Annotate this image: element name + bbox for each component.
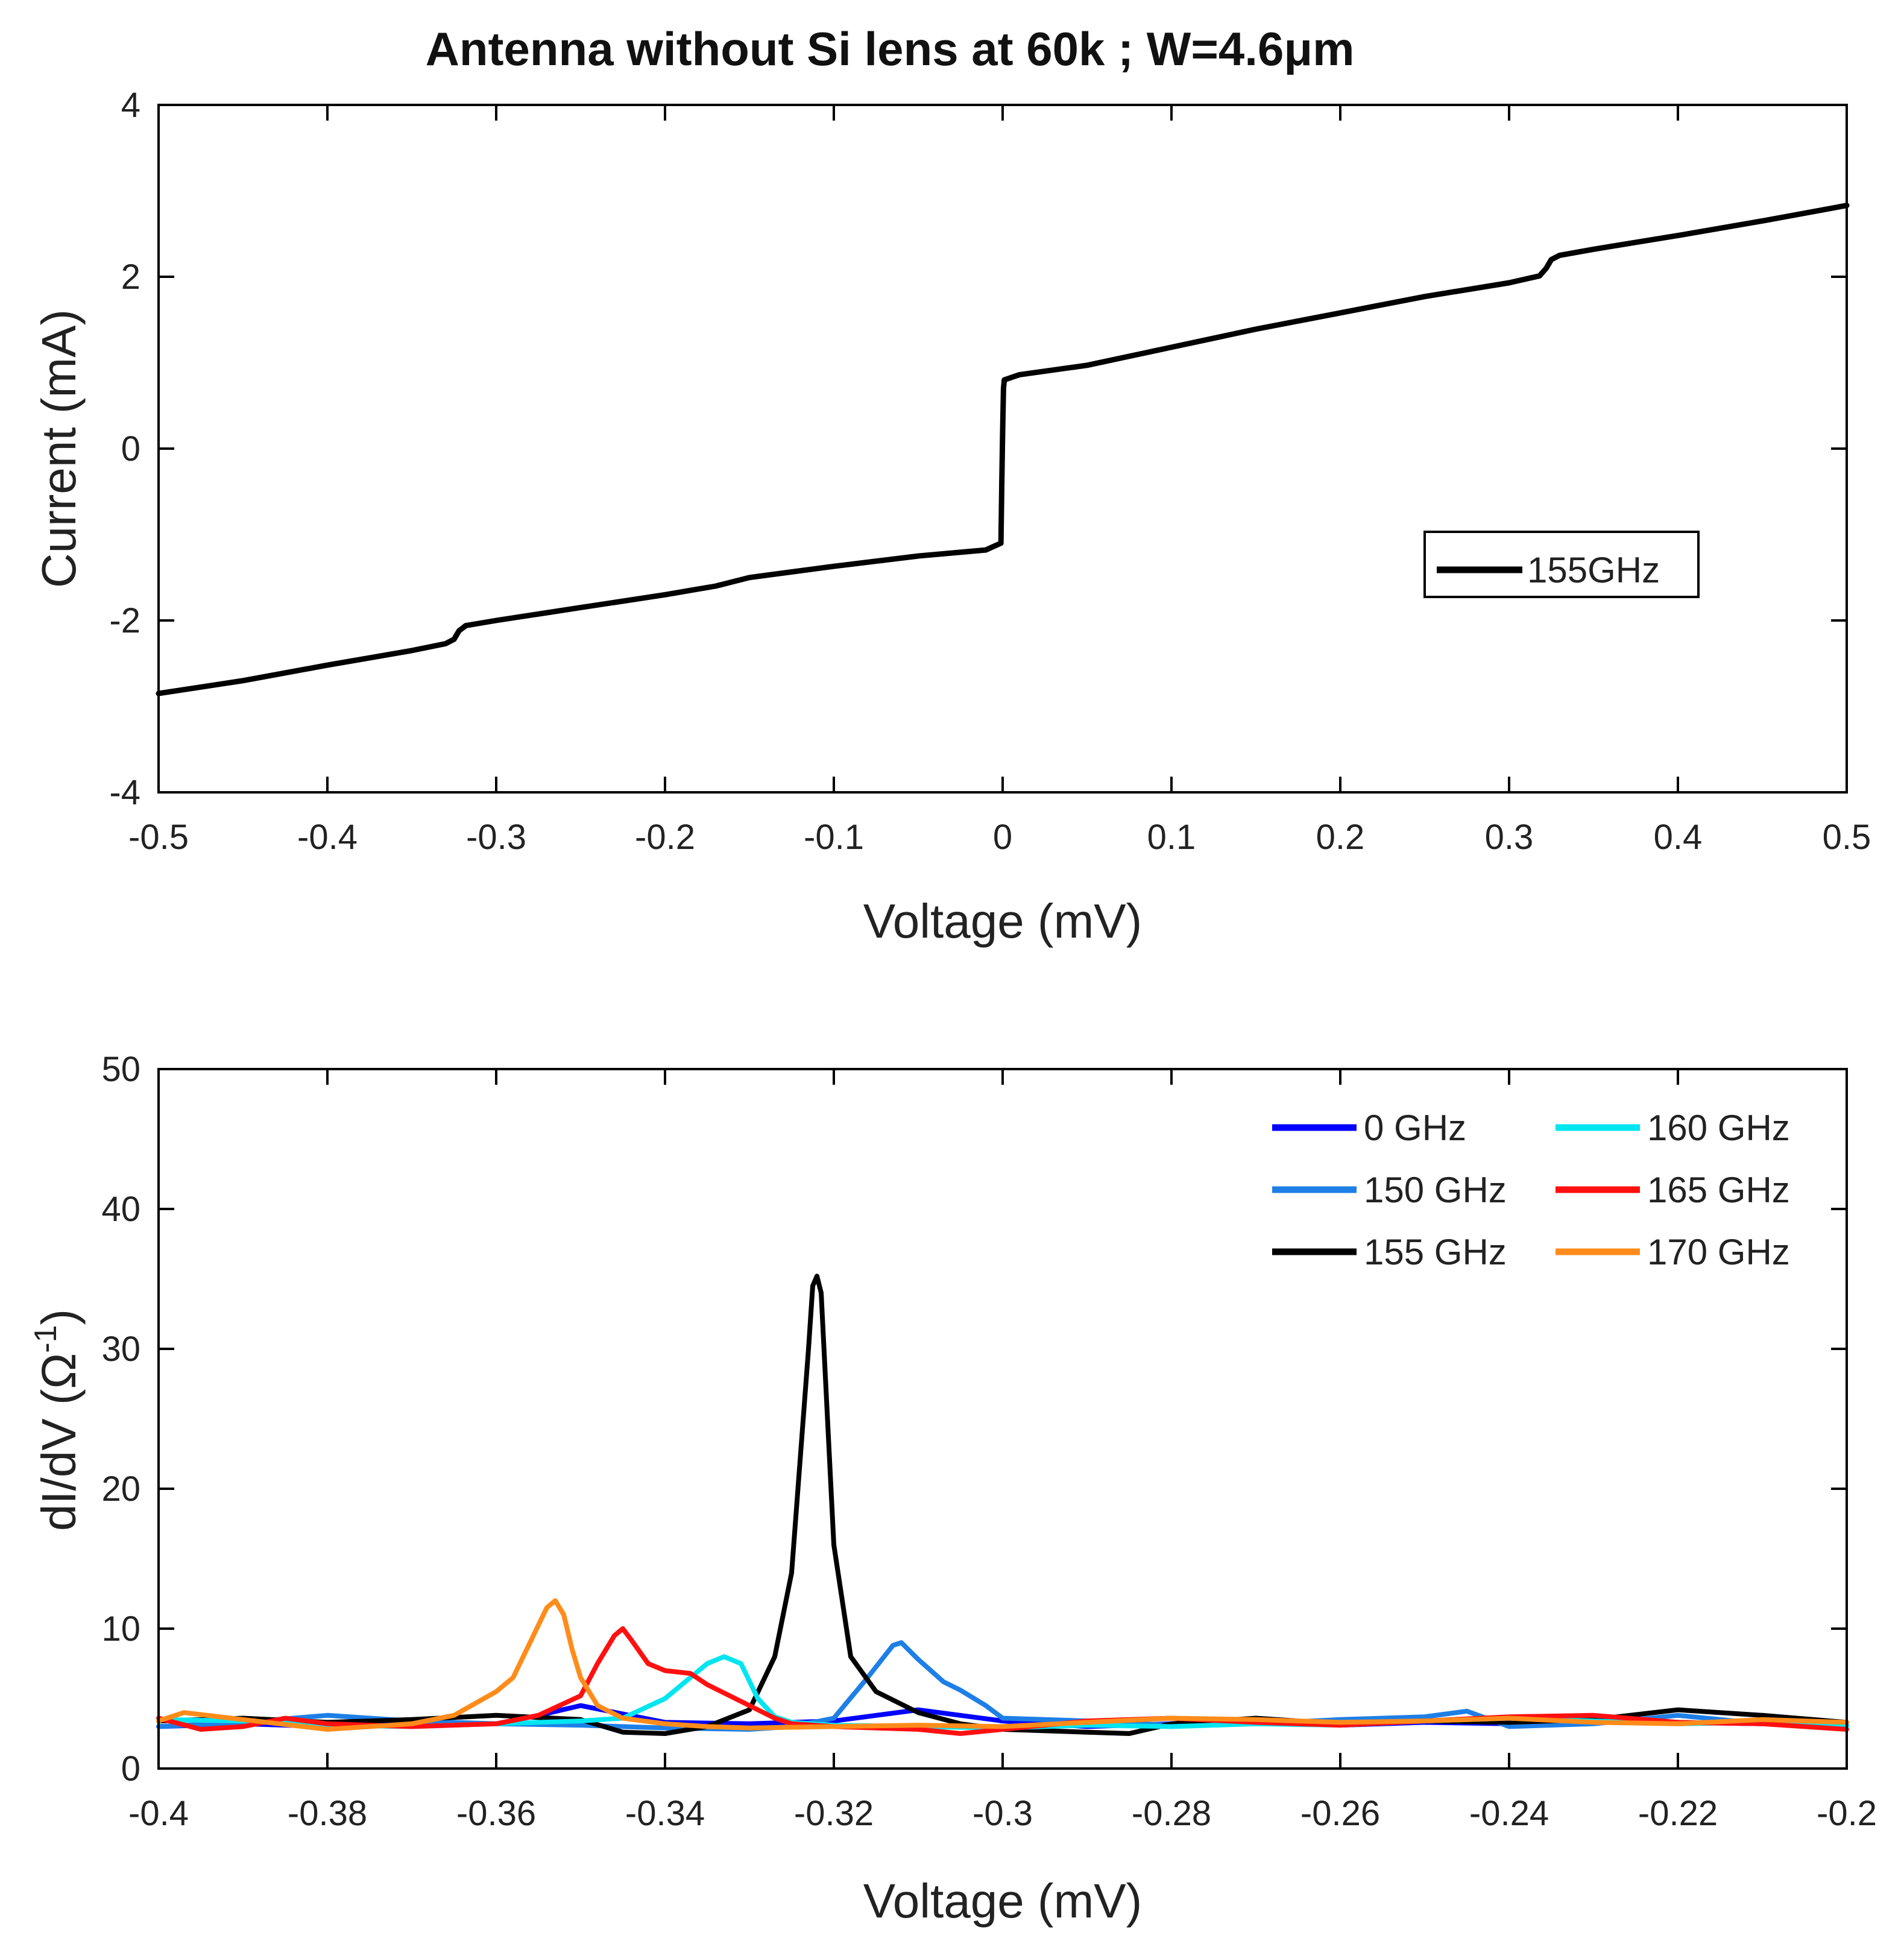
bottom-chart-xtick-label: -0.2 <box>1817 1794 1877 1833</box>
bottom-chart-ytick-label: 10 <box>101 1609 140 1649</box>
top-chart-xtick-label: -0.2 <box>635 818 695 857</box>
top-chart-legend: 155GHz <box>1423 531 1700 598</box>
top-chart-ytick-label: 4 <box>121 86 140 125</box>
top-chart-xtick-label: -0.4 <box>297 818 358 857</box>
bottom-chart-xtick-label: -0.32 <box>794 1794 874 1833</box>
top-chart-ytick-label: 0 <box>121 429 140 469</box>
bottom-chart-ylabel: dI/dV (Ω-1) <box>28 1309 86 1531</box>
top-chart-xtick-label: -0.3 <box>466 818 526 857</box>
figure-title: Antenna without Si lens at 60k ; W=4.6μm <box>426 22 1355 75</box>
bottom-chart: -0.4 -0.38 -0.36 -0.34 -0.32 -0.3 -0.28 -0.26 -0… <box>28 1050 1877 1928</box>
top-chart-ylabel: Current (mA) <box>32 309 86 588</box>
top-chart-legend-label-155ghz: 155GHz <box>1527 550 1660 590</box>
top-chart-ytick-label: -2 <box>109 601 140 640</box>
top-chart-series-layer <box>156 203 1850 696</box>
top-chart-ytick-label: -4 <box>109 773 140 812</box>
top-chart-xtick-label: 0.2 <box>1316 818 1365 857</box>
bottom-chart-xlabel: Voltage (mV) <box>863 1874 1142 1928</box>
bottom-legend-label-170ghz: 170 GHz <box>1647 1232 1790 1272</box>
top-chart-xlabel: Voltage (mV) <box>863 894 1142 948</box>
bottom-chart-series-170-ghz <box>156 1598 1849 1732</box>
top-chart-ytick-label: 2 <box>121 257 140 297</box>
top-chart-xtick-label: 0.1 <box>1147 818 1196 857</box>
bottom-chart-xtick-label: -0.28 <box>1132 1794 1211 1833</box>
bottom-chart-yticks: 0 10 20 30 40 50 <box>101 1050 1847 1788</box>
bottom-chart-ylabel-main: dI/dV (Ω <box>32 1353 86 1531</box>
top-chart-xtick-label: 0.3 <box>1485 818 1534 857</box>
top-chart-xtick-label: 0.4 <box>1654 818 1703 857</box>
bottom-chart-ylabel-close: ) <box>32 1309 86 1325</box>
top-chart-xtick-label: -0.1 <box>804 818 864 857</box>
bottom-chart-xtick-label: -0.24 <box>1469 1794 1549 1833</box>
top-chart: -0.5 -0.4 -0.3 -0.2 -0.1 0 0.1 0.2 0.3 0.4 0.5 -4-… <box>32 86 1871 948</box>
bottom-chart-xtick-label: -0.36 <box>456 1794 536 1833</box>
top-chart-yticks: -4 -2 0 2 4 <box>109 86 1847 812</box>
bottom-chart-ytick-label: 40 <box>101 1190 140 1229</box>
bottom-chart-ytick-label: 30 <box>101 1330 140 1369</box>
bottom-chart-ytick-label: 50 <box>101 1050 140 1089</box>
bottom-legend-label-0ghz: 0 GHz <box>1364 1108 1466 1148</box>
bottom-chart-xtick-label: -0.38 <box>288 1794 367 1833</box>
top-chart-xtick-label: 0 <box>993 818 1012 857</box>
bottom-chart-xtick-label: -0.3 <box>972 1794 1033 1833</box>
bottom-chart-xticks: -0.4 -0.38 -0.36 -0.34 -0.32 -0.3 -0.28 -0.26 -0… <box>128 1069 1877 1833</box>
top-chart-xtick-label: 0.5 <box>1823 818 1871 857</box>
top-chart-legend-box <box>1423 531 1700 598</box>
bottom-chart-xtick-label: -0.26 <box>1300 1794 1380 1833</box>
bottom-chart-xtick-label: -0.22 <box>1638 1794 1718 1833</box>
bottom-legend-label-160ghz: 160 GHz <box>1647 1108 1790 1148</box>
bottom-chart-ylabel-sup: -1 <box>28 1325 63 1352</box>
bottom-chart-series-layer <box>156 1273 1849 1736</box>
bottom-chart-xtick-label: -0.4 <box>128 1794 189 1833</box>
top-chart-series-155ghz <box>156 203 1850 696</box>
bottom-legend-label-150ghz: 150 GHz <box>1364 1170 1507 1210</box>
bottom-chart-xtick-label: -0.34 <box>625 1794 705 1833</box>
top-chart-xtick-label: -0.5 <box>128 818 189 857</box>
bottom-chart-legend: 0 GHz 150 GHz 155 GHz 160 GHz 165 GHz 17… <box>1272 1108 1790 1272</box>
top-chart-xticks: -0.5 -0.4 -0.3 -0.2 -0.1 0 0.1 0.2 0.3 0.4 0.5 <box>128 105 1871 857</box>
bottom-chart-ytick-label: 20 <box>101 1469 140 1509</box>
bottom-legend-label-165ghz: 165 GHz <box>1647 1170 1790 1210</box>
bottom-chart-ytick-label: 0 <box>121 1749 140 1788</box>
bottom-legend-label-155ghz: 155 GHz <box>1364 1232 1507 1272</box>
